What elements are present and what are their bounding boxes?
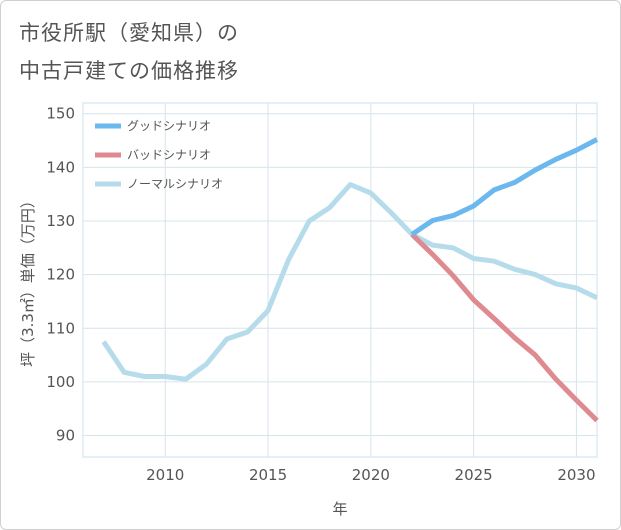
y-axis-ticks: 90 100 110 120 130 140 150 xyxy=(46,105,75,445)
series-line-2 xyxy=(101,182,599,382)
plot-area xyxy=(82,102,598,458)
legend-label-1: バッドシナリオ xyxy=(127,148,211,162)
x-axis-ticks: 2010 2015 2020 2025 2030 xyxy=(146,466,595,484)
grid-lines xyxy=(82,102,598,458)
x-tick-label-2020: 2020 xyxy=(352,466,390,484)
y-tick-label-140: 140 xyxy=(46,158,75,176)
series-line-1 xyxy=(410,232,599,423)
y-tick-label-90: 90 xyxy=(56,427,75,445)
y-axis-label: 坪（3.3㎡）単価（万円） xyxy=(19,193,37,367)
y-tick-label-120: 120 xyxy=(46,266,75,284)
x-tick-label-2010: 2010 xyxy=(146,466,184,484)
chart-title-line-1: 市役所駅（愛知県）の xyxy=(19,21,239,45)
chart-title-line-2: 中古戸建ての価格推移 xyxy=(19,59,239,83)
x-tick-label-2030: 2030 xyxy=(557,466,595,484)
y-tick-label-150: 150 xyxy=(46,105,75,123)
y-tick-label-100: 100 xyxy=(46,373,75,391)
legend-label-0: グッドシナリオ xyxy=(127,119,211,133)
series-lines xyxy=(101,137,599,423)
legend-label-2: ノーマルシナリオ xyxy=(127,177,223,191)
x-tick-label-2025: 2025 xyxy=(455,466,493,484)
series-line-0 xyxy=(410,137,599,237)
y-tick-label-130: 130 xyxy=(46,212,75,230)
x-axis-label: 年 xyxy=(332,500,347,518)
y-tick-label-110: 110 xyxy=(46,319,75,337)
x-tick-label-2015: 2015 xyxy=(249,466,287,484)
